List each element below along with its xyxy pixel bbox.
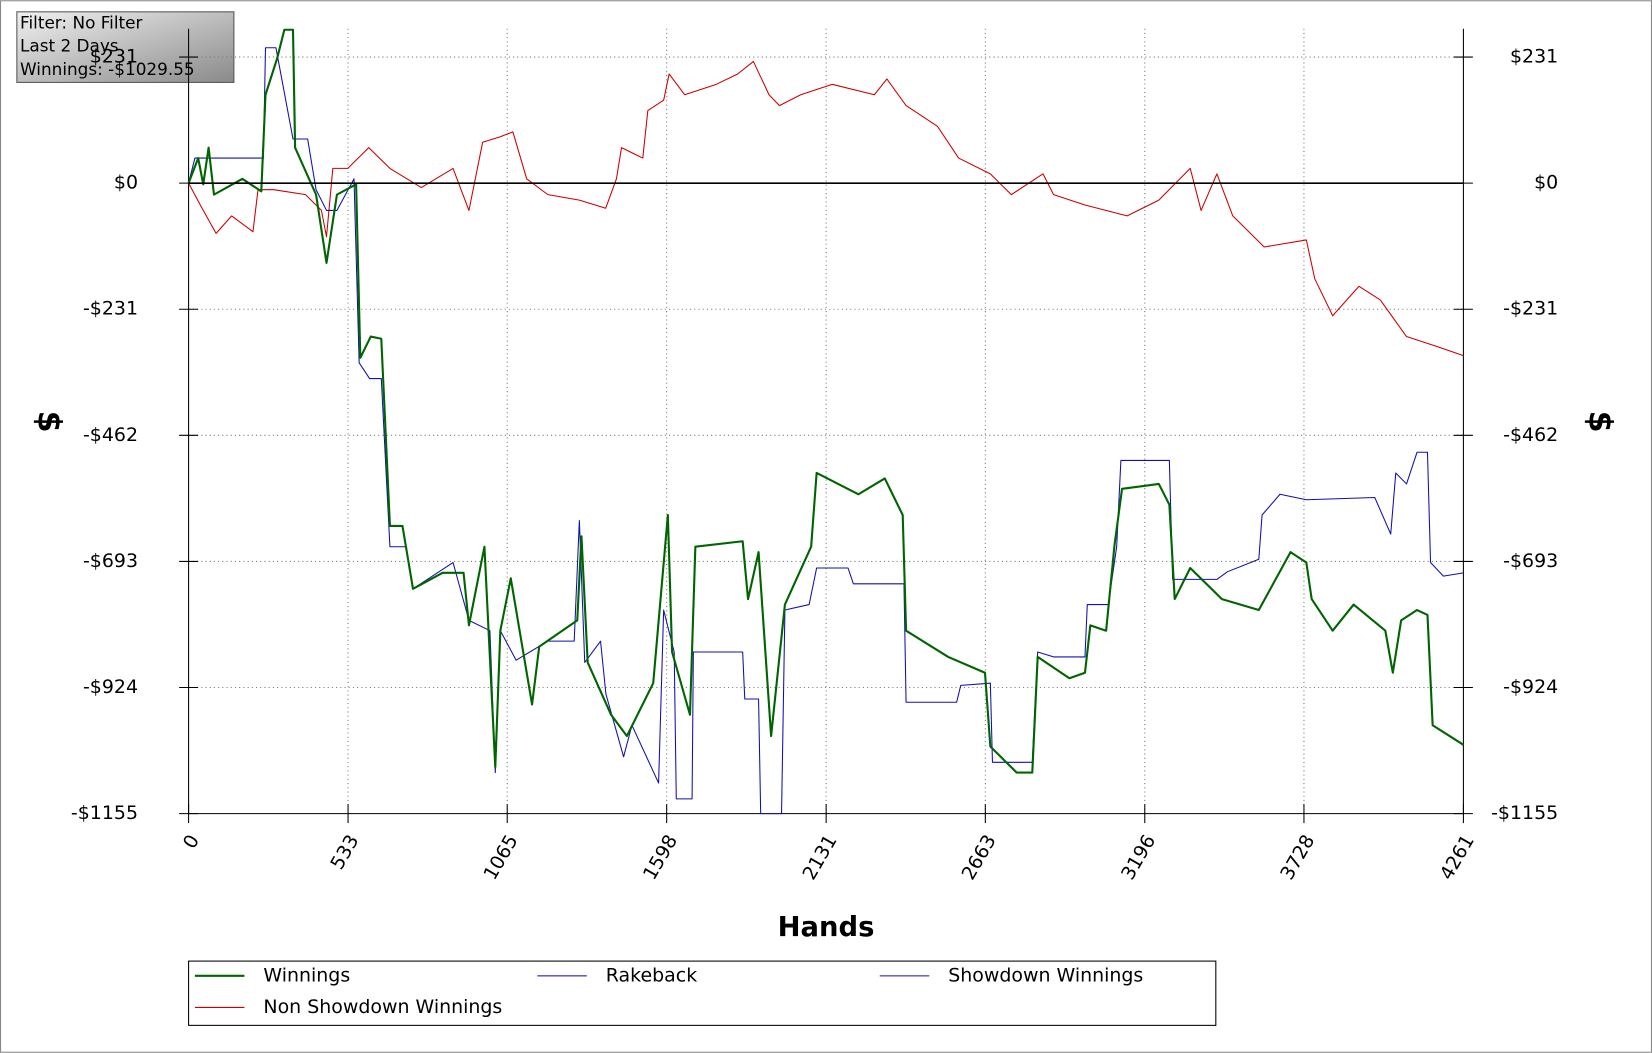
y-tick-label: -$924 [83, 676, 138, 698]
y-tick-label: $0 [114, 172, 138, 194]
y2-tick-label: -$462 [1503, 424, 1558, 446]
y2-tick-label: $0 [1534, 172, 1558, 194]
x-axis-label: Hands [778, 912, 875, 943]
legend-label: Winnings [263, 964, 350, 986]
y-tick-label: -$693 [83, 550, 138, 572]
y2-tick-label: -$231 [1503, 298, 1558, 320]
y-axis-label: $ [30, 411, 66, 433]
legend-label: Rakeback [606, 964, 697, 986]
y-tick-label: -$231 [83, 298, 138, 320]
series-line [188, 47, 1464, 815]
y-tick-label: $231 [90, 46, 138, 68]
y2-tick-label: -$924 [1503, 676, 1558, 698]
legend-label: Non Showdown Winnings [263, 996, 502, 1018]
y2-tick-label: $231 [1510, 46, 1558, 68]
y2-tick-label: -$1155 [1491, 802, 1558, 824]
legend [188, 960, 1217, 1026]
legend-label: Showdown Winnings [948, 964, 1143, 986]
info-box [16, 11, 235, 83]
info-period: Last 2 Days [20, 36, 119, 56]
y-tick-label: -$462 [83, 424, 138, 446]
series-line [187, 28, 1464, 774]
info-filter: Filter: No Filter [20, 12, 142, 32]
series-line [188, 60, 1464, 357]
y-tick-label: -$1155 [71, 802, 138, 824]
info-winnings: Winnings: -$1029.55 [20, 59, 195, 79]
y2-axis-label: $ [1581, 411, 1617, 433]
y2-tick-label: -$693 [1503, 550, 1558, 572]
